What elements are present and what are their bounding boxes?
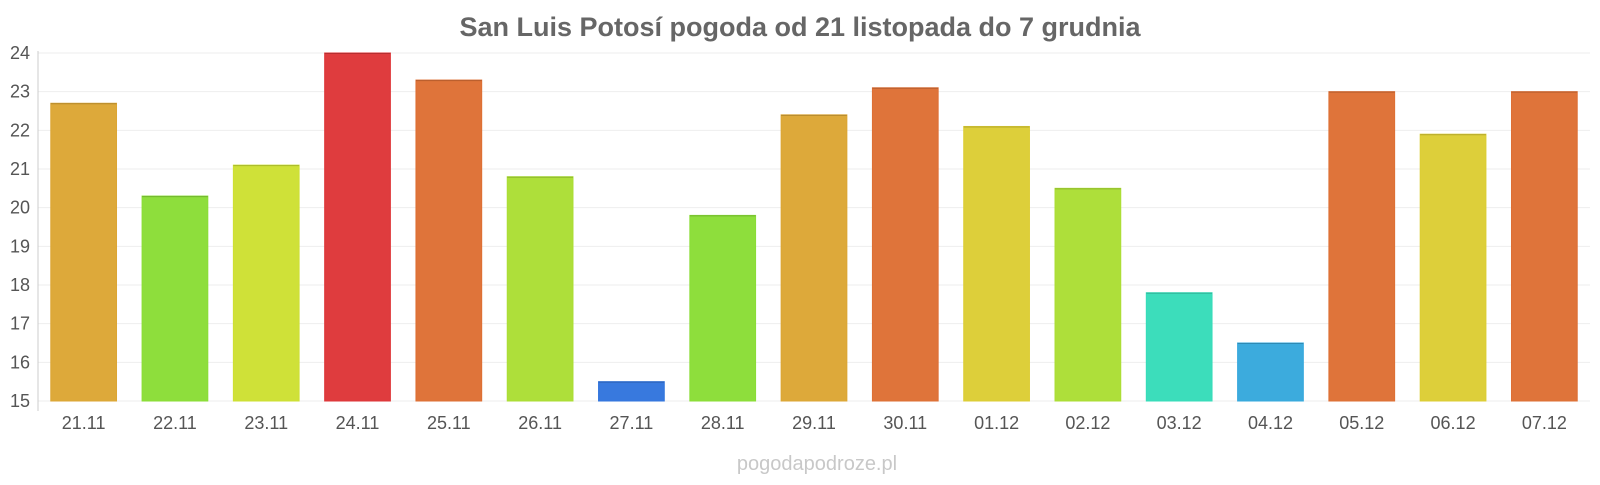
chart-title: San Luis Potosí pogoda od 21 listopada d…	[459, 12, 1141, 42]
bar-01.12	[963, 125, 1030, 402]
x-tick-label: 25.11	[427, 413, 471, 433]
x-tick-label: 23.11	[244, 413, 288, 433]
y-axis-ticks: 15 16 17 18 19 20 21 22 23 24	[10, 43, 30, 411]
y-tick-label: 19	[10, 236, 30, 256]
y-tick-label: 22	[10, 120, 30, 140]
watermark: pogodapodroze.pl	[737, 453, 897, 475]
bar-30.11	[871, 87, 939, 402]
bar-23.11	[232, 164, 300, 402]
y-tick-label: 24	[10, 43, 30, 63]
x-tick-label: 04.12	[1248, 413, 1293, 433]
bar-07.12	[1510, 91, 1578, 402]
bar-06.12	[1419, 133, 1487, 402]
bar-03.12	[1145, 292, 1213, 402]
bar-05.12	[1328, 91, 1396, 402]
bar-21.11	[50, 102, 118, 402]
bar-24.11	[324, 52, 391, 402]
x-axis-ticks: 21.11 22.11 23.11 24.11 25.11 26.11 27.11 28.11…	[62, 413, 1567, 433]
x-tick-label: 22.11	[153, 413, 197, 433]
y-tick-label: 17	[10, 314, 30, 334]
x-tick-label: 27.11	[610, 413, 654, 433]
y-tick-label: 18	[10, 275, 30, 295]
y-tick-label: 21	[10, 159, 30, 179]
y-tick-label: 20	[10, 198, 30, 218]
bar-26.11	[506, 176, 574, 402]
bars	[50, 52, 1578, 402]
bar-29.11	[780, 114, 848, 402]
x-tick-label: 30.11	[883, 413, 927, 433]
x-tick-label: 03.12	[1157, 413, 1202, 433]
bar-28.11	[689, 214, 757, 402]
x-tick-label: 24.11	[336, 413, 380, 433]
x-tick-label: 07.12	[1522, 413, 1567, 433]
x-tick-label: 06.12	[1431, 413, 1476, 433]
y-tick-label: 15	[10, 391, 30, 411]
bar-04.12	[1237, 342, 1304, 402]
x-tick-label: 29.11	[792, 413, 836, 433]
bar-22.11	[141, 195, 209, 402]
y-tick-label: 23	[10, 82, 30, 102]
bar-25.11	[415, 79, 483, 402]
x-tick-label: 02.12	[1065, 413, 1110, 433]
y-tick-label: 16	[10, 352, 30, 372]
x-tick-label: 21.11	[62, 413, 106, 433]
bar-02.12	[1054, 187, 1122, 402]
x-tick-label: 28.11	[701, 413, 745, 433]
x-tick-label: 01.12	[974, 413, 1019, 433]
x-tick-label: 05.12	[1339, 413, 1384, 433]
bar-27.11	[598, 381, 665, 402]
x-tick-label: 26.11	[518, 413, 562, 433]
